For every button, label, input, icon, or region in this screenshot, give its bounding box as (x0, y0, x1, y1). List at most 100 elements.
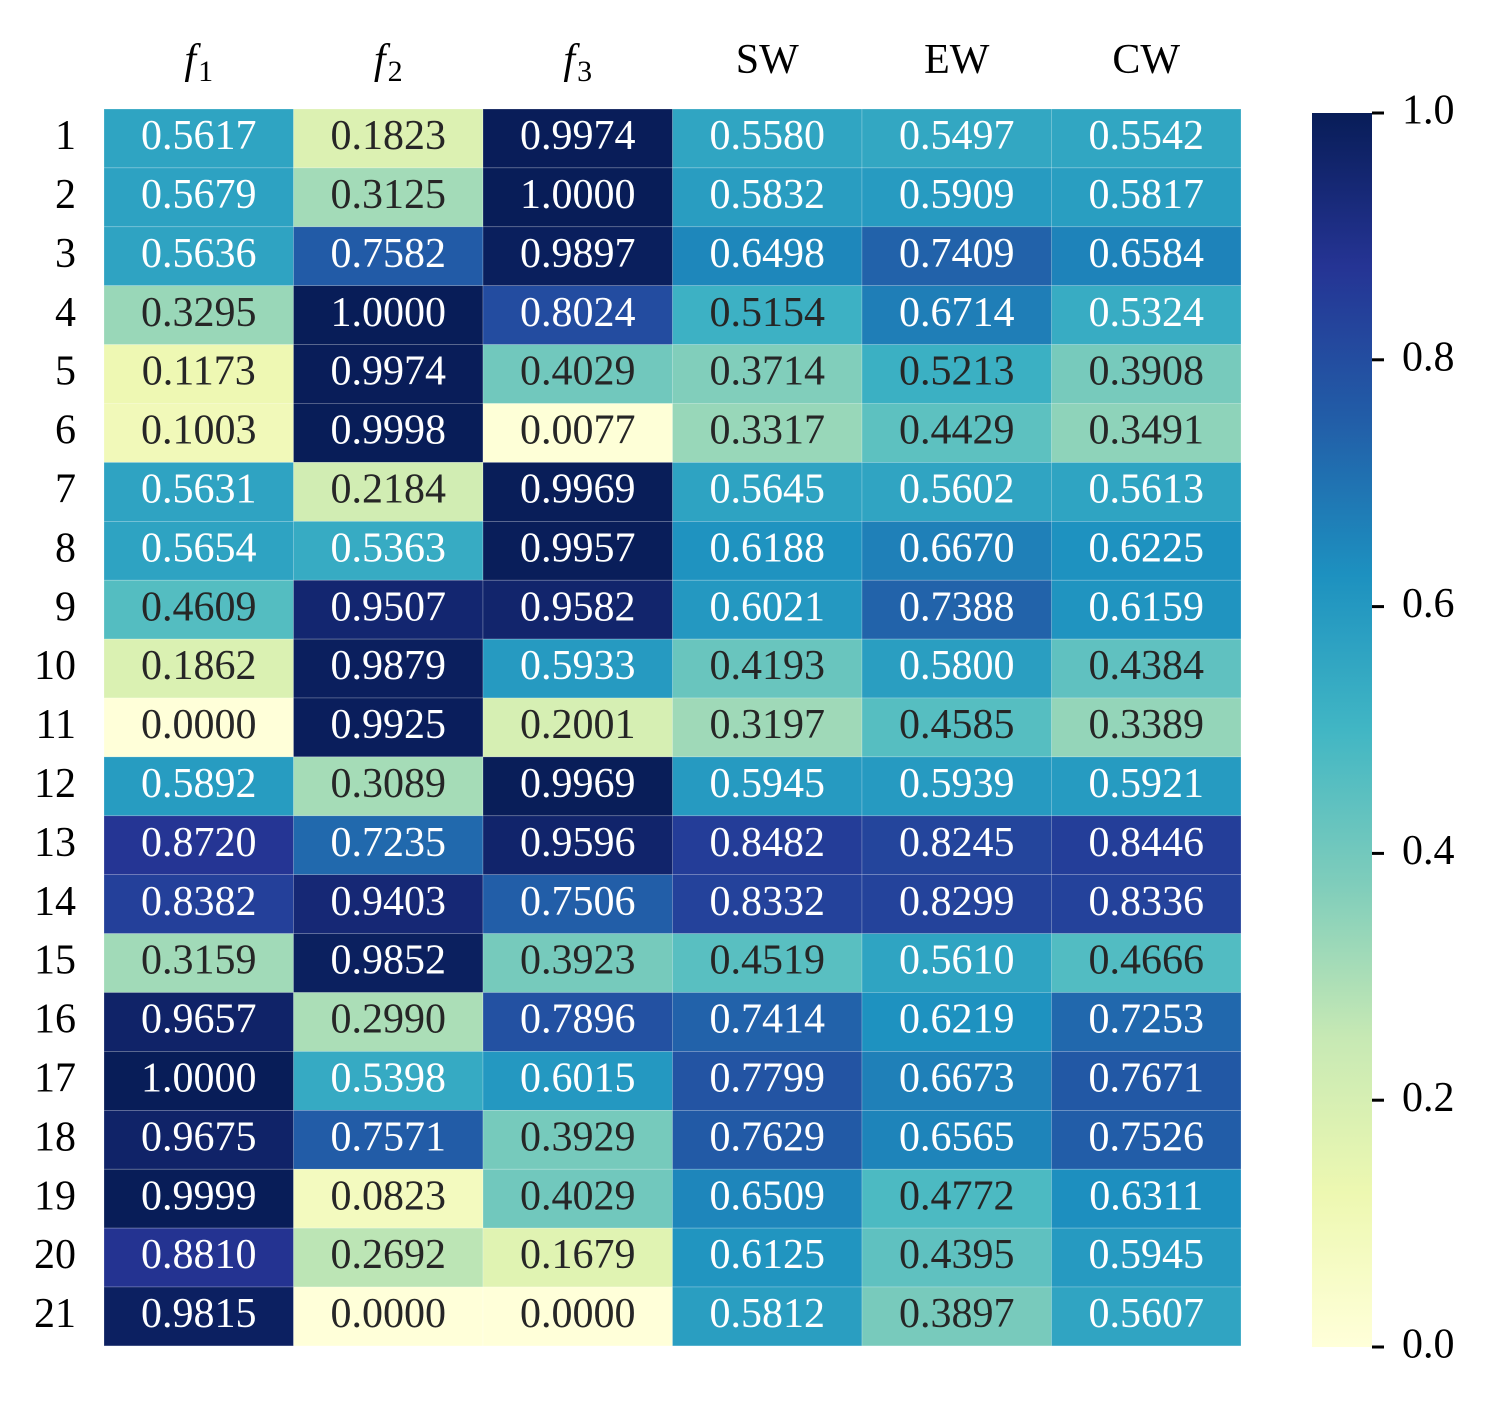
cell-value-label: 0.5636 (141, 231, 257, 277)
heatmap-cell (482, 344, 673, 404)
cell-value-label: 0.3908 (1089, 349, 1205, 395)
cell-value-label: 0.7235 (331, 820, 447, 866)
heatmap-cell (861, 815, 1052, 875)
heatmap-cell (103, 1110, 294, 1170)
heatmap-cell (1051, 108, 1242, 169)
cell-value-label: 0.2001 (520, 702, 636, 748)
row-label: 6 (55, 408, 76, 454)
heatmap-cell (103, 462, 294, 522)
heatmap-cell (293, 933, 484, 993)
cell-value-label: 0.5631 (141, 466, 257, 512)
heatmap-cell (293, 1286, 484, 1347)
heatmap-cell (293, 579, 484, 640)
row-label: 19 (34, 1173, 76, 1219)
heatmap-cell (1051, 1051, 1242, 1111)
heatmap-cell (482, 1110, 673, 1170)
cell-value-label: 0.5154 (710, 290, 826, 336)
cell-value-label: 0.7629 (710, 1114, 826, 1160)
column-label: SW (736, 37, 799, 83)
cell-value-label: 0.8245 (899, 820, 1015, 866)
heatmap-cell (1051, 344, 1242, 404)
heatmap-cell (1051, 579, 1242, 640)
column-label: f1 (184, 37, 213, 88)
cell-value-label: 0.9925 (331, 702, 447, 748)
cell-value-label: 0.0000 (520, 1291, 636, 1337)
row-label: 21 (34, 1291, 76, 1337)
heatmap-cell (293, 226, 484, 287)
cell-value-label: 0.9657 (141, 997, 257, 1043)
row-label: 14 (34, 879, 76, 925)
heatmap-cell (293, 520, 484, 581)
cell-value-label: 0.5800 (899, 643, 1015, 689)
cell-value-label: 0.4609 (141, 584, 257, 630)
cell-value-label: 0.7388 (899, 584, 1015, 630)
colorbar-tick-label: 0.6 (1402, 581, 1455, 627)
cell-value-label: 0.6498 (710, 231, 826, 277)
colorbar-tick-label: 1.0 (1402, 88, 1455, 134)
cell-value-label: 0.4772 (899, 1173, 1015, 1219)
cell-value-label: 0.4585 (899, 702, 1015, 748)
cell-value-label: 0.8024 (520, 290, 636, 336)
heatmap-cell (103, 1051, 294, 1111)
cell-value-label: 0.7409 (899, 231, 1015, 277)
cell-value-label: 0.3317 (710, 408, 826, 454)
cell-value-label: 0.4519 (710, 938, 826, 984)
cell-value-label: 0.6509 (710, 1173, 826, 1219)
heatmap-cell (1051, 1168, 1242, 1229)
cell-value-label: 0.9974 (520, 113, 636, 159)
heatmap-cell (861, 579, 1052, 640)
row-label: 8 (55, 525, 76, 571)
heatmap-cell (861, 403, 1052, 463)
heatmap-cell (1051, 1110, 1242, 1170)
heatmap-cell (293, 167, 484, 228)
cell-value-label: 0.5602 (899, 466, 1015, 512)
row-label: 18 (34, 1114, 76, 1160)
heatmap-cell (672, 933, 863, 993)
cell-value-label: 0.9969 (520, 466, 636, 512)
colorbar (1312, 113, 1372, 1347)
heatmap-cell (293, 108, 484, 169)
cell-value-label: 0.9998 (331, 408, 447, 454)
heatmap-cell (482, 462, 673, 522)
heatmap-cell (103, 344, 294, 404)
heatmap-cell (1051, 226, 1242, 287)
cell-value-label: 0.5817 (1089, 172, 1205, 218)
cell-value-label: 0.5645 (710, 466, 826, 512)
cell-value-label: 0.4029 (520, 1173, 636, 1219)
cell-value-label: 0.8299 (899, 879, 1015, 925)
heatmap-cell (672, 1110, 863, 1170)
row-label: 20 (34, 1232, 76, 1278)
cell-value-label: 0.5398 (331, 1055, 447, 1101)
cell-value-label: 0.5613 (1089, 466, 1205, 512)
row-label: 5 (55, 349, 76, 395)
row-label: 12 (34, 761, 76, 807)
cell-value-label: 0.0823 (331, 1173, 447, 1219)
row-label: 3 (55, 231, 76, 277)
heatmap-cell (861, 933, 1052, 993)
heatmap-cell (293, 992, 484, 1052)
cell-value-label: 0.6670 (899, 525, 1015, 571)
heatmap-cell (861, 638, 1052, 699)
column-label: EW (924, 37, 990, 83)
heatmap-cell (861, 1286, 1052, 1347)
heatmap-cell (293, 462, 484, 522)
cell-value-label: 0.3897 (899, 1291, 1015, 1337)
heatmap-cell (293, 1051, 484, 1111)
column-labels: f1 f2 f3 SW EW CW (184, 37, 1180, 88)
cell-value-label: 0.3125 (331, 172, 447, 218)
cell-value-label: 0.8382 (141, 879, 257, 925)
cell-value-label: 0.6565 (899, 1114, 1015, 1160)
heatmap-cell (672, 403, 863, 463)
heatmap-cell (672, 108, 863, 169)
cell-value-label: 0.5679 (141, 172, 257, 218)
cell-value-label: 0.7799 (710, 1055, 826, 1101)
row-label: 4 (55, 290, 76, 336)
cell-value-label: 0.5363 (331, 525, 447, 571)
cell-value-label: 0.3159 (141, 938, 257, 984)
heatmap-cell (482, 167, 673, 228)
heatmap-cell (293, 756, 484, 817)
cell-value-label: 0.7526 (1089, 1114, 1205, 1160)
cell-value-label: 0.5542 (1089, 113, 1205, 159)
heatmap-cell (103, 167, 294, 228)
heatmap-cell (293, 697, 484, 758)
